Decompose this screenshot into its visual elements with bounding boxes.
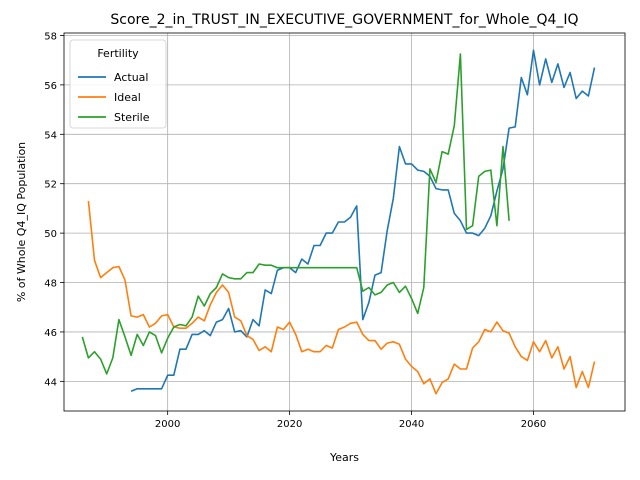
legend-title: Fertility (97, 47, 139, 60)
x-axis-label: Years (329, 451, 359, 464)
legend: Fertility Actual Ideal Sterile (69, 39, 167, 129)
y-tick-label: 44 (44, 377, 57, 388)
y-tick-label: 56 (44, 81, 57, 92)
legend-label-ideal: Ideal (114, 91, 141, 104)
y-tick-label: 58 (44, 31, 57, 42)
chart-title: Score_2_in_TRUST_IN_EXECUTIVE_GOVERNMENT… (110, 12, 578, 28)
series-line-sterile (81, 53, 510, 375)
y-tick-label: 52 (44, 180, 57, 191)
y-tick-label: 48 (44, 279, 57, 290)
legend-box (69, 39, 167, 129)
series-lines (81, 49, 596, 395)
x-tick-label: 2060 (521, 419, 546, 430)
series-line-ideal (87, 200, 596, 395)
x-tick-label: 2000 (155, 419, 180, 430)
y-tick-label: 50 (44, 229, 57, 240)
y-tick-label: 46 (44, 328, 57, 339)
axis-ticks: 2000 2020 2040 2060 44 46 48 50 52 54 56 58 (44, 31, 546, 430)
plot-frame (63, 32, 626, 412)
x-tick-label: 2020 (277, 419, 302, 430)
grid (64, 33, 625, 411)
legend-label-actual: Actual (114, 71, 148, 84)
series-line-actual (130, 49, 596, 392)
x-tick-label: 2040 (399, 419, 424, 430)
y-tick-label: 54 (44, 130, 57, 141)
legend-label-sterile: Sterile (114, 111, 150, 124)
y-axis-label: % of Whole Q4_IQ Population (15, 142, 28, 302)
